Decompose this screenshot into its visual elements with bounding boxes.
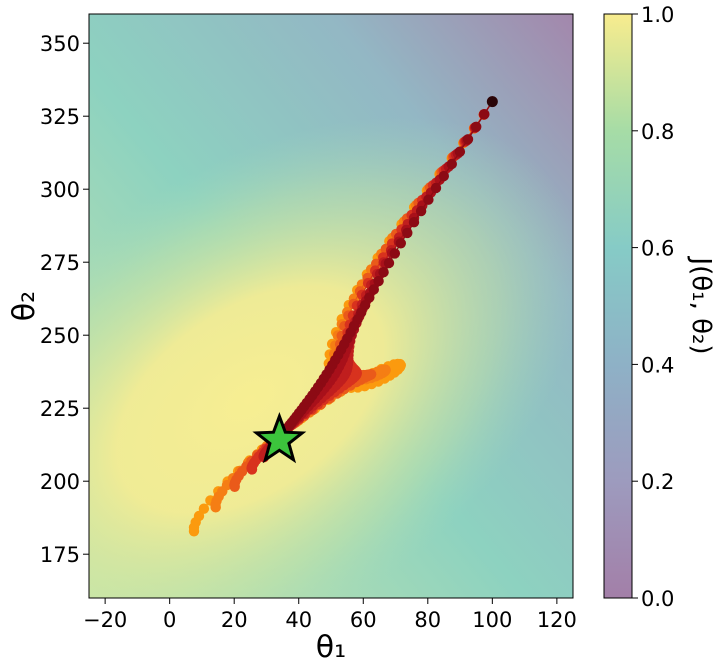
trajectory-point xyxy=(408,217,420,228)
trajectory-point xyxy=(423,194,434,205)
y-tick-label: 200 xyxy=(40,470,80,494)
trajectory-point xyxy=(415,205,427,217)
trajectory-point xyxy=(454,146,466,157)
x-axis-label: θ₁ xyxy=(316,630,346,665)
colorbar-tick-label: 0.0 xyxy=(641,587,674,611)
trajectory-point xyxy=(389,248,400,259)
trajectory-point xyxy=(471,121,482,132)
colorbar-tick-label: 0.8 xyxy=(641,120,674,144)
heatmap-minimum-glow xyxy=(89,14,573,598)
y-tick-label: 325 xyxy=(40,105,80,129)
trajectory-point xyxy=(378,267,389,278)
trajectory-point xyxy=(462,134,474,145)
y-axis: 175 200 225 250 275 300 325 350 xyxy=(40,32,89,567)
y-tick-label: 250 xyxy=(40,324,80,348)
colorbar-label: J(θ₁, θ₂) xyxy=(686,255,716,354)
trajectory-point xyxy=(246,464,258,475)
trajectory-point xyxy=(364,292,375,303)
x-tick-label: 20 xyxy=(221,608,248,632)
trajectory-point xyxy=(210,502,221,513)
y-axis-label: θ₂ xyxy=(7,291,42,321)
plot-area xyxy=(89,14,573,598)
colorbar-tick-label: 1.0 xyxy=(641,3,674,27)
trajectory-point xyxy=(430,182,442,194)
colorbar-tick-label: 0.6 xyxy=(641,237,674,261)
trajectory-point xyxy=(402,227,413,239)
y-tick-label: 175 xyxy=(40,543,80,567)
x-tick-label: −20 xyxy=(83,608,127,632)
y-tick-label: 300 xyxy=(40,178,80,202)
start-point xyxy=(486,96,498,108)
trajectory-point xyxy=(198,503,210,514)
x-tick-label: 0 xyxy=(163,608,176,632)
trajectories xyxy=(188,96,498,537)
y-tick-label: 350 xyxy=(40,32,80,56)
trajectory-point xyxy=(373,275,384,287)
x-tick-label: 60 xyxy=(350,608,377,632)
trajectory-point xyxy=(368,284,379,295)
x-tick-label: 100 xyxy=(472,608,512,632)
trajectory-point xyxy=(395,238,406,249)
x-tick-label: 120 xyxy=(537,608,577,632)
colorbar-ticks: 0.0 0.2 0.4 0.6 0.8 1.0 xyxy=(632,3,674,611)
trajectory-point xyxy=(446,158,457,170)
x-axis: −20 0 20 40 60 80 100 120 xyxy=(83,598,577,632)
y-tick-label: 225 xyxy=(40,397,80,421)
colorbar-gradient xyxy=(603,13,633,599)
target-star xyxy=(252,411,307,464)
trajectory-point xyxy=(229,481,240,492)
trajectory-point xyxy=(479,109,490,120)
colorbar: 0.0 0.2 0.4 0.6 0.8 1.0 J(θ₁, θ₂) xyxy=(603,3,716,611)
y-tick-label: 275 xyxy=(40,251,80,275)
colorbar-tick-label: 0.4 xyxy=(641,353,674,377)
x-tick-label: 40 xyxy=(285,608,312,632)
trajectory-point xyxy=(383,257,395,269)
colorbar-tick-label: 0.2 xyxy=(641,470,674,494)
trajectory-point xyxy=(438,170,449,182)
trajectory-point xyxy=(188,526,200,537)
plot-frame xyxy=(88,13,574,599)
x-tick-label: 80 xyxy=(414,608,441,632)
